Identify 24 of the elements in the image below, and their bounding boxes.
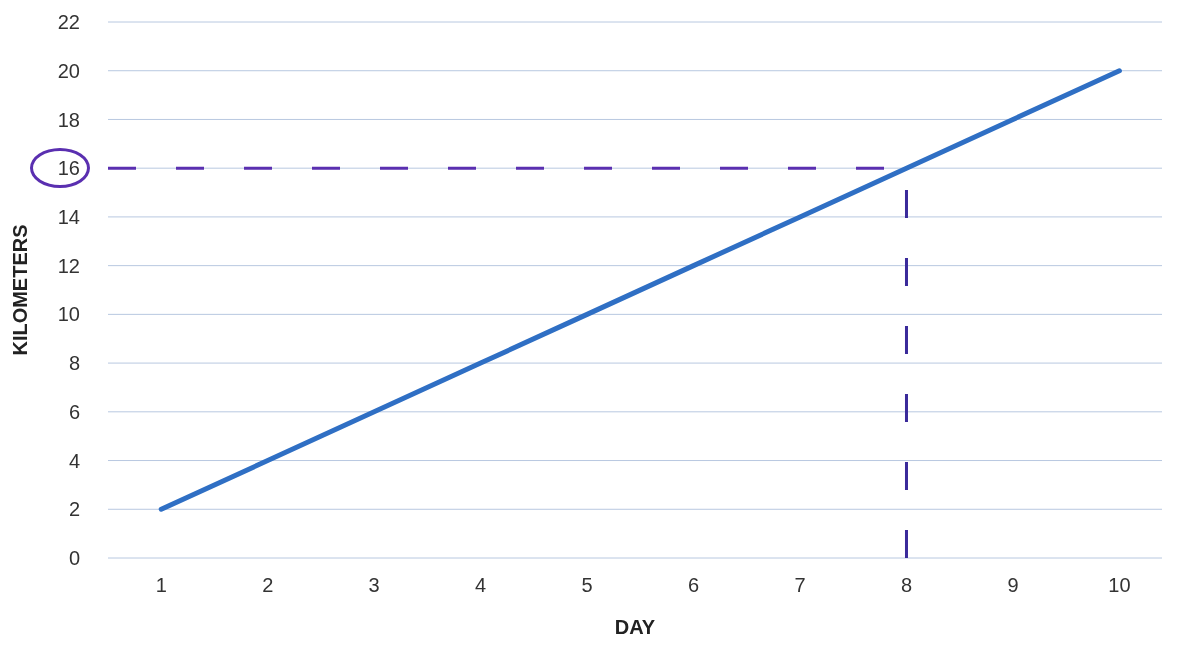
- y-tick-label: 2: [68, 498, 80, 521]
- x-tick-label: 7: [794, 574, 806, 597]
- x-tick-label: 8: [900, 574, 913, 597]
- y-tick-label: 16: [57, 157, 80, 180]
- x-tick-label: 4: [475, 574, 487, 597]
- y-tick-label: 4: [68, 449, 80, 472]
- x-tick-label: 3: [368, 574, 380, 597]
- x-axis-title: DAY: [614, 616, 656, 638]
- y-tick-label: 20: [57, 59, 80, 82]
- y-tick-label: 12: [57, 254, 80, 277]
- y-tick-label: 6: [68, 400, 80, 423]
- y-tick-label: 8: [68, 352, 80, 375]
- x-tick-label: 1: [155, 574, 167, 597]
- x-tick-label: 2: [262, 574, 274, 597]
- y-tick-label: 10: [57, 303, 80, 326]
- y-tick-label: 22: [57, 11, 80, 34]
- y-axis-title: KILOMETERS: [9, 224, 32, 356]
- x-tick-label: 9: [1007, 574, 1019, 597]
- y-tick-label: 18: [57, 108, 80, 131]
- x-tick-label: 10: [1108, 574, 1131, 597]
- y-tick-label: 14: [57, 206, 80, 229]
- x-tick-label: 5: [581, 574, 593, 597]
- x-tick-label: 6: [687, 574, 700, 597]
- y-tick-label: 0: [68, 547, 80, 570]
